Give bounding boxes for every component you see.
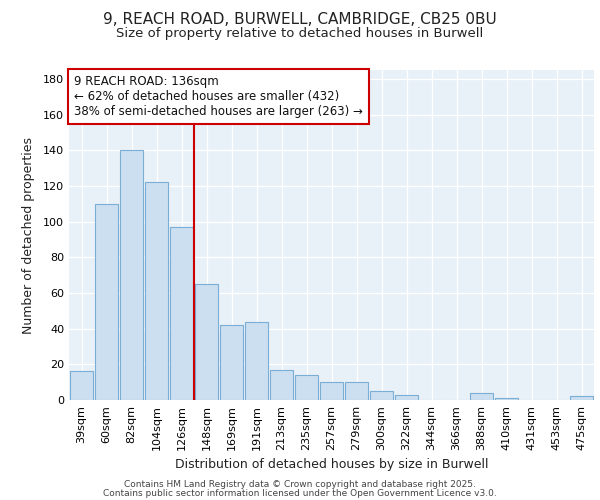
Bar <box>195 284 218 400</box>
Y-axis label: Number of detached properties: Number of detached properties <box>22 136 35 334</box>
Bar <box>370 391 393 400</box>
Bar <box>395 394 418 400</box>
Bar <box>245 322 268 400</box>
Bar <box>320 382 343 400</box>
Bar <box>470 393 493 400</box>
Bar <box>170 227 193 400</box>
Bar <box>220 325 243 400</box>
Text: 9, REACH ROAD, BURWELL, CAMBRIDGE, CB25 0BU: 9, REACH ROAD, BURWELL, CAMBRIDGE, CB25 … <box>103 12 497 28</box>
Bar <box>570 396 593 400</box>
Text: Contains public sector information licensed under the Open Government Licence v3: Contains public sector information licen… <box>103 488 497 498</box>
Bar <box>70 372 93 400</box>
Text: Size of property relative to detached houses in Burwell: Size of property relative to detached ho… <box>116 28 484 40</box>
Text: Contains HM Land Registry data © Crown copyright and database right 2025.: Contains HM Land Registry data © Crown c… <box>124 480 476 489</box>
X-axis label: Distribution of detached houses by size in Burwell: Distribution of detached houses by size … <box>175 458 488 471</box>
Bar <box>295 375 318 400</box>
Bar <box>95 204 118 400</box>
Text: 9 REACH ROAD: 136sqm
← 62% of detached houses are smaller (432)
38% of semi-deta: 9 REACH ROAD: 136sqm ← 62% of detached h… <box>74 75 363 118</box>
Bar <box>270 370 293 400</box>
Bar <box>495 398 518 400</box>
Bar <box>345 382 368 400</box>
Bar <box>120 150 143 400</box>
Bar <box>145 182 168 400</box>
